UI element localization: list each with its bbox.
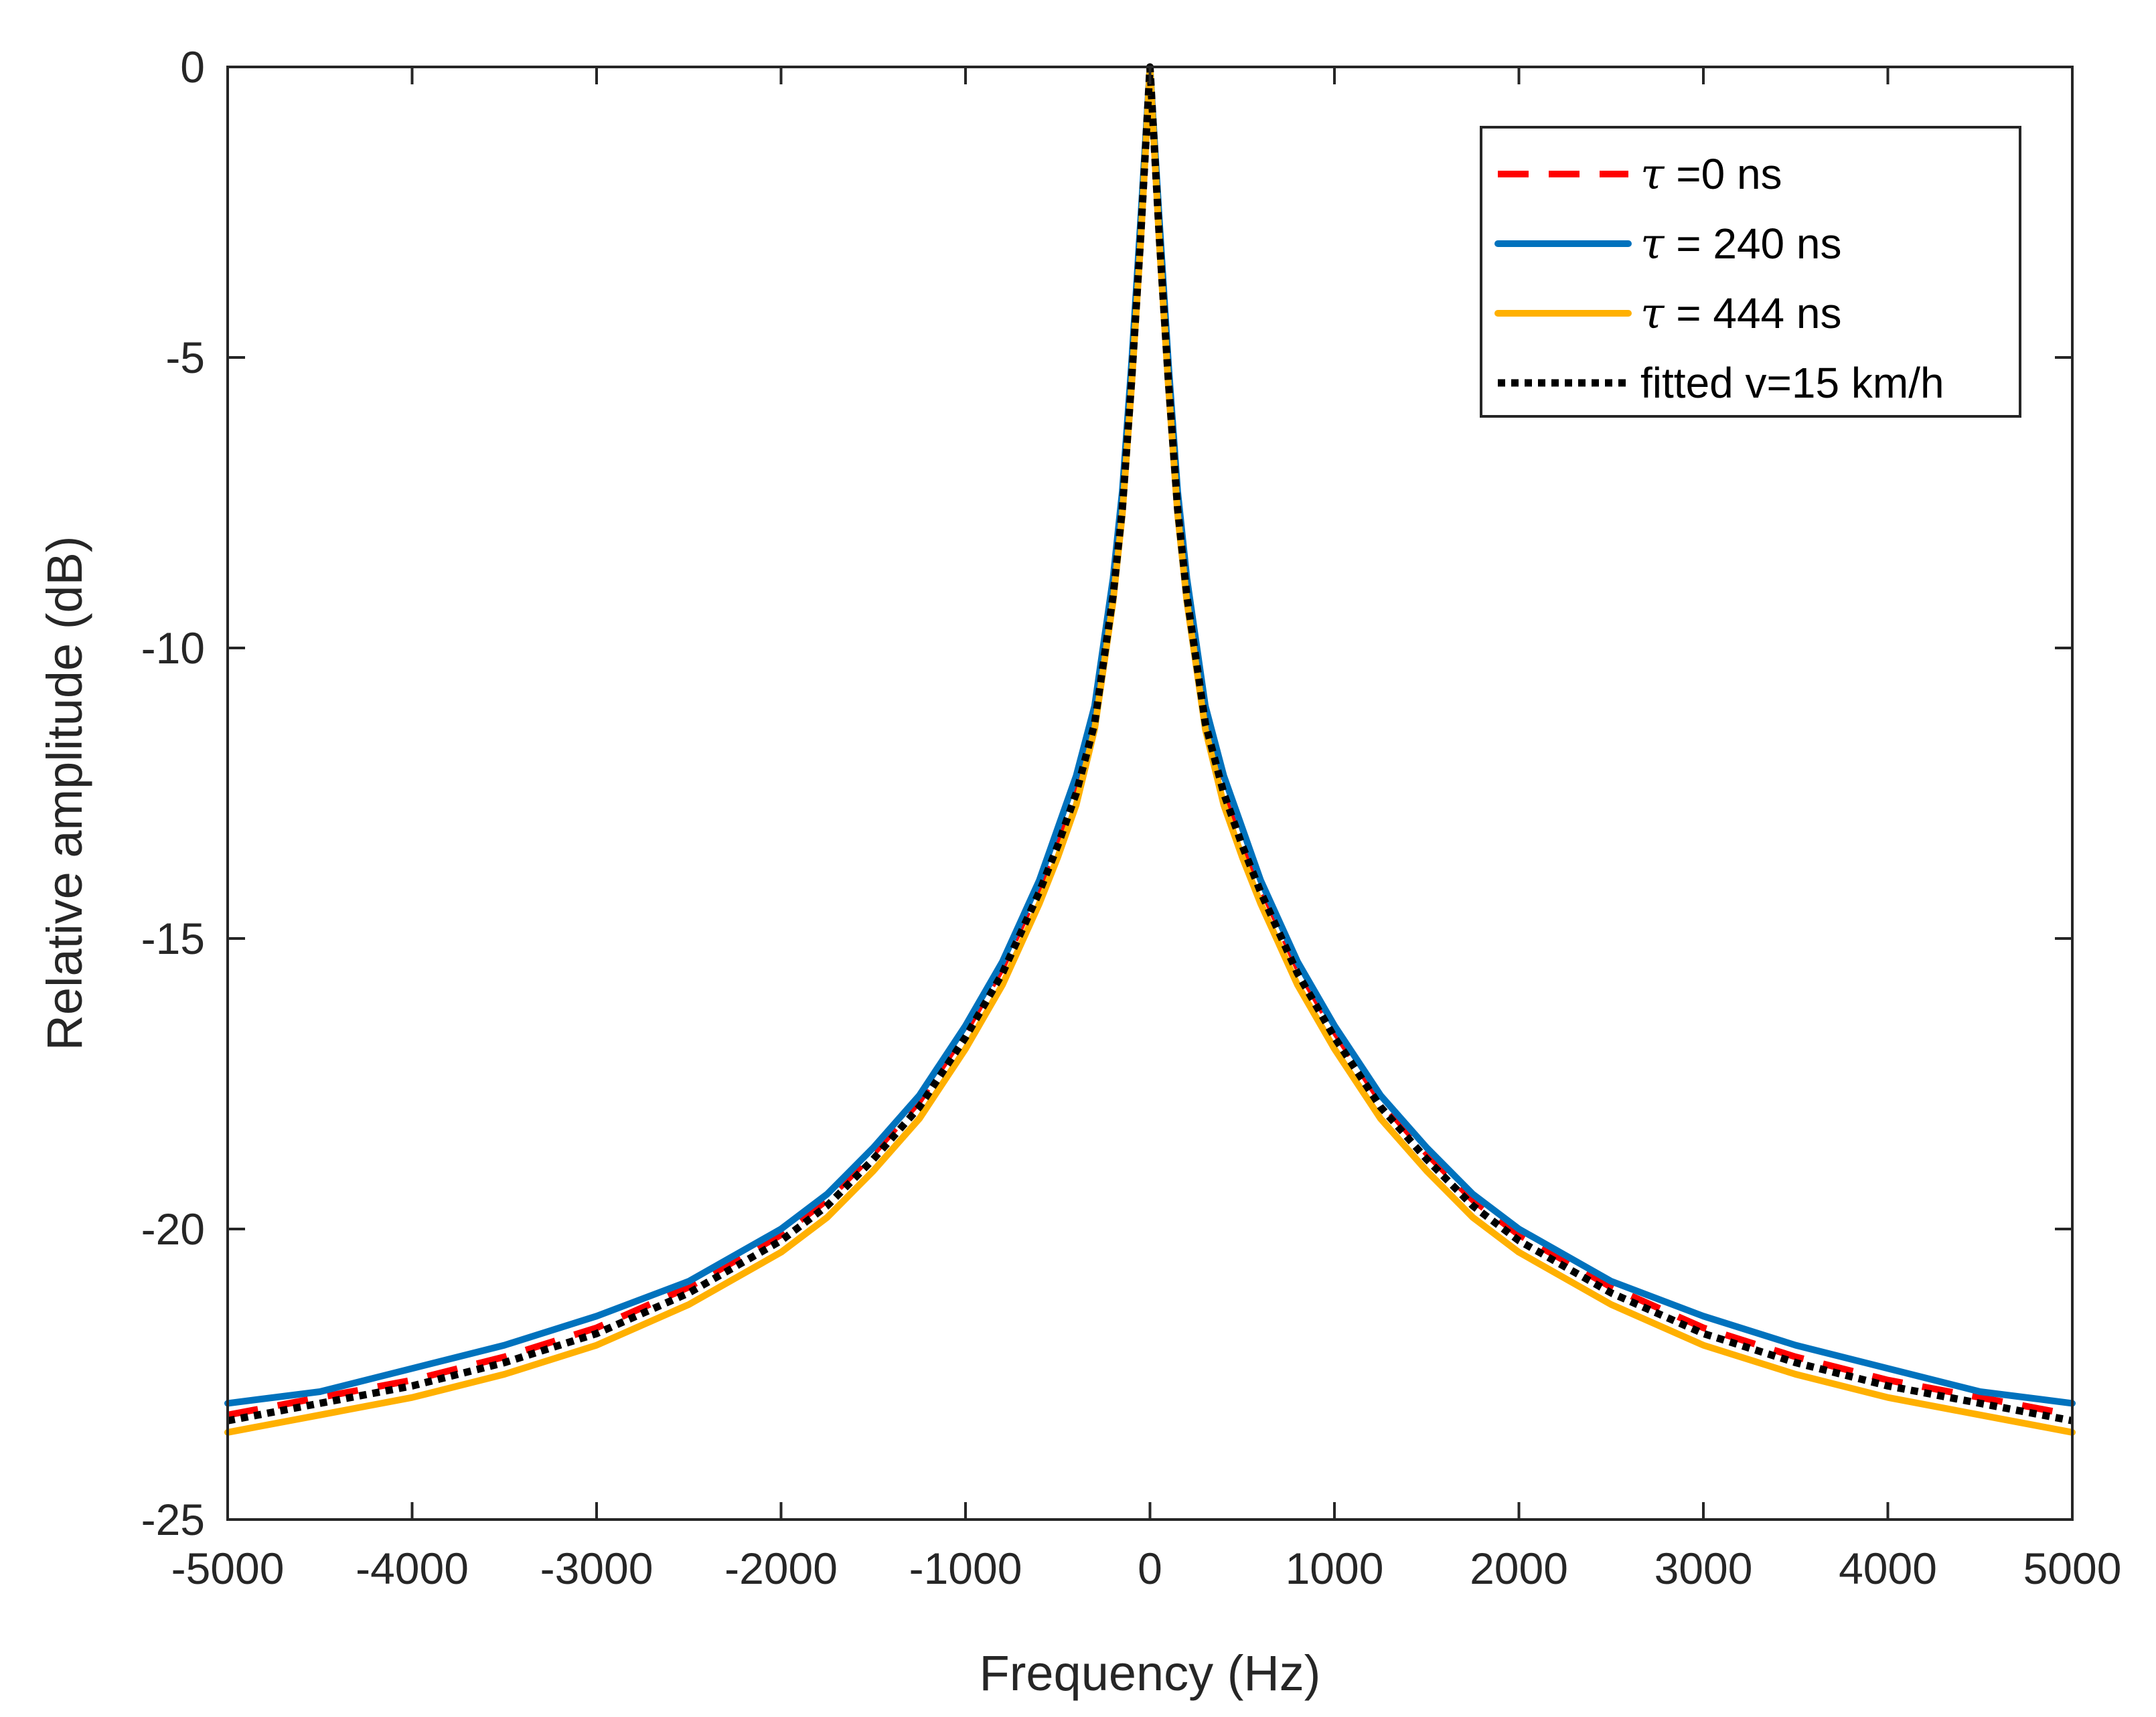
y-tick-label: 0 <box>180 42 205 92</box>
y-axis-label: Relative amplitude (dB) <box>37 536 92 1050</box>
legend-label-2: τ = 444 ns <box>1640 289 1842 339</box>
y-tick-label: -5 <box>165 333 205 382</box>
y-tick-label: -10 <box>141 623 205 673</box>
legend-label-0: τ =0 ns <box>1640 150 1782 199</box>
x-tick-label: -5000 <box>171 1544 285 1593</box>
legend-tau-symbol: τ <box>1640 289 1665 339</box>
x-tick-label: -4000 <box>356 1544 469 1593</box>
legend-tau-symbol: τ <box>1640 150 1665 199</box>
x-tick-label: -1000 <box>909 1544 1022 1593</box>
legend-label-text: = 444 ns <box>1664 289 1841 337</box>
legend-tau-symbol: τ <box>1640 220 1665 269</box>
x-tick-label: 4000 <box>1839 1544 1937 1593</box>
x-tick-label: 1000 <box>1286 1544 1384 1593</box>
legend-label-text: = 240 ns <box>1664 220 1841 268</box>
y-tick-label: -20 <box>141 1204 205 1254</box>
x-tick-label: -3000 <box>540 1544 653 1593</box>
legend-label-text: =0 ns <box>1664 150 1782 198</box>
legend-label-text: fitted v=15 km/h <box>1640 359 1944 407</box>
x-tick-label: 0 <box>1138 1544 1162 1593</box>
x-tick-label: 5000 <box>2023 1544 2122 1593</box>
y-tick-label: -25 <box>141 1495 205 1544</box>
x-tick-label: 2000 <box>1470 1544 1568 1593</box>
legend-label-3: fitted v=15 km/h <box>1640 359 1944 407</box>
x-axis-label: Frequency (Hz) <box>980 1645 1321 1701</box>
x-tick-label: 3000 <box>1654 1544 1753 1593</box>
x-tick-label: -2000 <box>724 1544 838 1593</box>
tick-layer: -5000 -4000 -3000 -2000 -1000 0 1000 2000 3000 40… <box>141 42 2122 1593</box>
legend-label-1: τ = 240 ns <box>1640 220 1842 269</box>
y-tick-label: -15 <box>141 914 205 963</box>
